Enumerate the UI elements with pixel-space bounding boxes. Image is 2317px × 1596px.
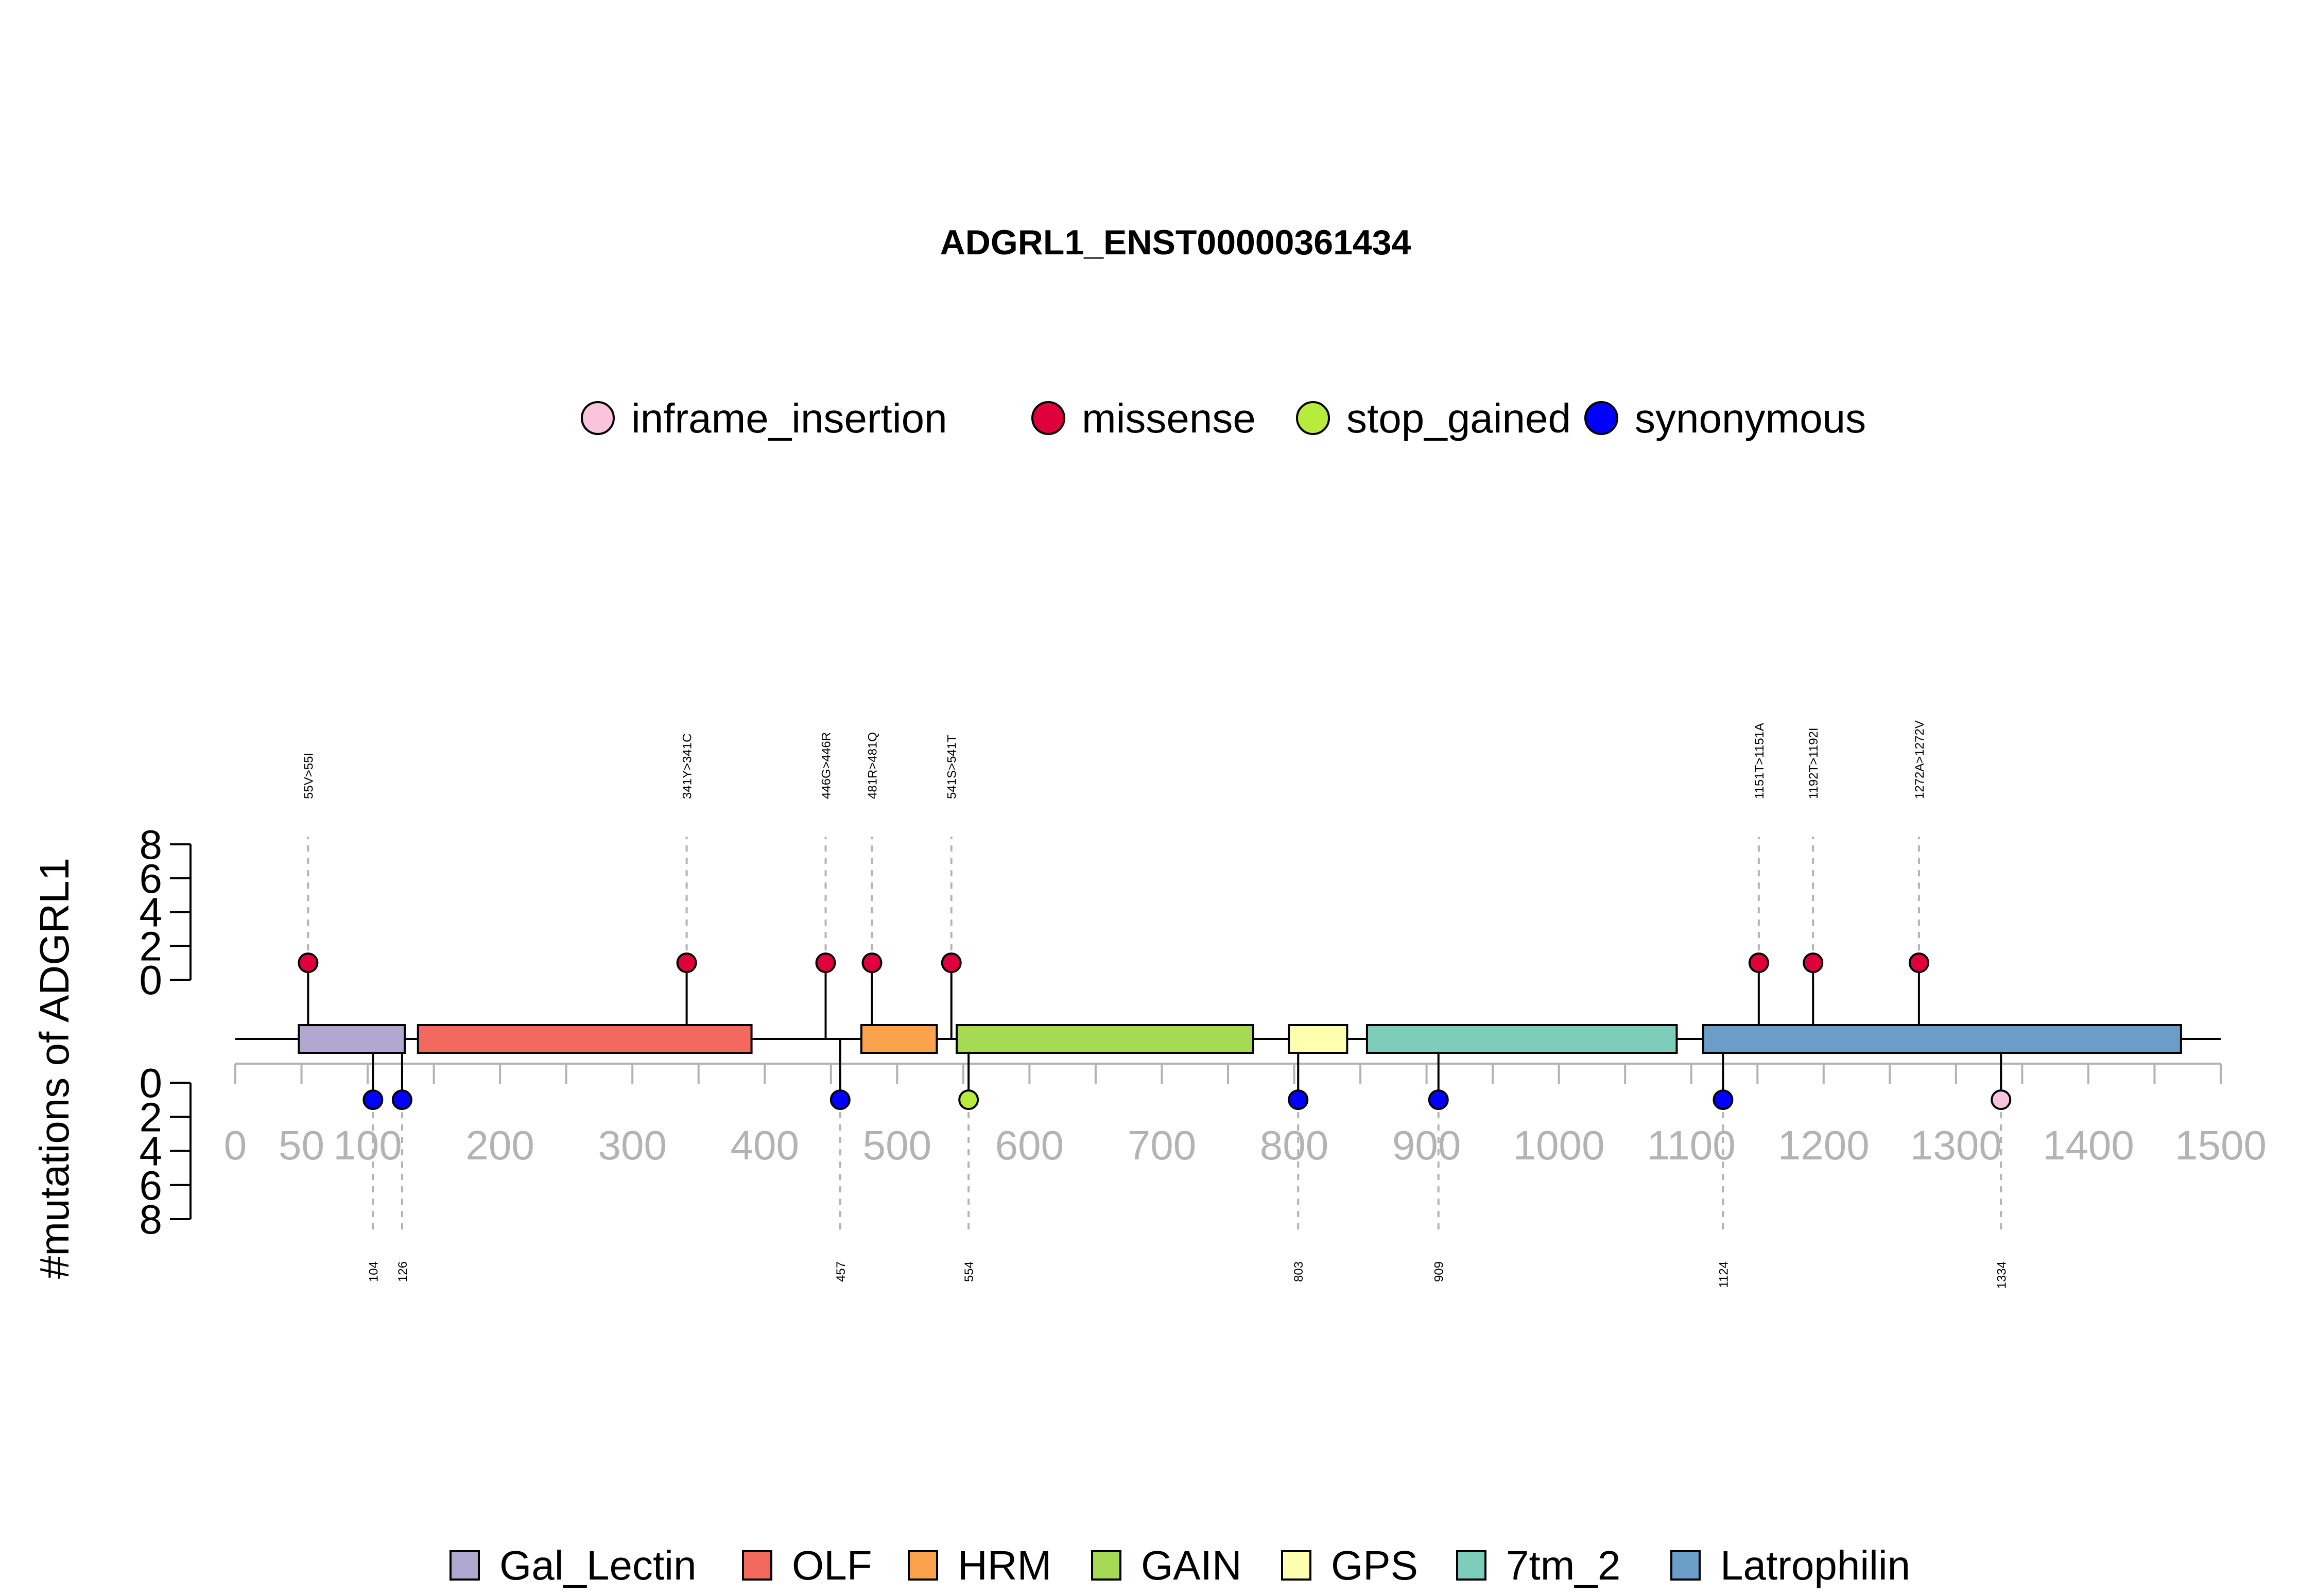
chart-title: ADGRL1_ENST00000361434 — [940, 223, 1411, 262]
mutation-labels: 55V>55I 341Y>341C 446G>446R 481R>481Q 541S>5… — [302, 720, 2009, 1289]
mutation-label: 126 — [396, 1261, 410, 1282]
domain-legend-swatch-GAIN — [1091, 1550, 1121, 1581]
mutation-point — [362, 1089, 384, 1111]
mutation-label: 341Y>341C — [681, 734, 695, 799]
mutation-point — [829, 1089, 851, 1111]
bottom-y-tick-label: 6 — [140, 1163, 163, 1208]
top-y-tick-label: 0 — [140, 957, 163, 1003]
domain-legend-swatch-HRM — [908, 1550, 938, 1581]
domain-GPS — [1288, 1024, 1348, 1054]
x-tick-label: 1300 — [1910, 1122, 2002, 1168]
x-tick-label: 1400 — [2043, 1122, 2134, 1168]
protein-domains — [298, 1024, 2182, 1054]
mutation-label: 457 — [834, 1261, 848, 1282]
domain-legend-label-GAIN: GAIN — [1141, 1542, 1242, 1588]
mutation-label: 1124 — [1717, 1261, 1731, 1288]
mutation-point — [1428, 1089, 1449, 1111]
legend-marker-synonymous — [1584, 401, 1618, 435]
x-tick-label: 600 — [995, 1122, 1064, 1168]
mutation-label: 803 — [1292, 1261, 1306, 1282]
domain-legend-swatch-GPS — [1281, 1550, 1311, 1581]
mutation-label: 446G>446R — [820, 732, 834, 799]
x-tick-label: 50 — [279, 1122, 324, 1168]
domain-7tm_2 — [1365, 1024, 1678, 1054]
legend-label-missense: missense — [1082, 395, 1256, 441]
x-tick-label: 900 — [1392, 1122, 1461, 1168]
domain-legend-label-Latrophilin: Latrophilin — [1720, 1542, 1910, 1588]
mutation-point — [941, 952, 962, 974]
x-tick-label: 400 — [731, 1122, 799, 1168]
top-y-tick-label: 4 — [140, 890, 163, 935]
domain-Latrophilin — [1702, 1024, 2182, 1054]
domain-legend-label-OLF: OLF — [792, 1542, 872, 1588]
mutation-point — [1803, 952, 1824, 974]
x-tick-label: 1000 — [1513, 1122, 1605, 1168]
mutation-point — [861, 952, 883, 974]
mutation-point — [815, 952, 836, 974]
top-y-tick-label: 6 — [140, 856, 163, 901]
domain-legend-swatch-Latrophilin — [1670, 1550, 1701, 1581]
mutation-points — [298, 952, 2012, 1111]
mutation-label: 554 — [962, 1261, 976, 1282]
mutation-point — [1288, 1089, 1309, 1111]
mutation-label: 1151T>1151A — [1753, 723, 1767, 799]
x-tick-label: 300 — [598, 1122, 666, 1168]
mutation-type-legend: inframe_insertion missense stop_gained syno… — [581, 395, 1866, 441]
domain-legend-label-Gal_Lectin: Gal_Lectin — [499, 1542, 696, 1588]
x-tick-label: 800 — [1260, 1122, 1328, 1168]
domain-OLF — [417, 1024, 753, 1054]
x-tick-label: 0 — [224, 1122, 247, 1168]
x-tick-label: 1500 — [2175, 1122, 2267, 1168]
mutation-label: 104 — [367, 1261, 381, 1282]
mutation-point — [391, 1089, 412, 1111]
domain-legend: Gal_Lectin OLF HRM GAIN GPS 7tm_2 Latrophilin — [449, 1542, 1910, 1588]
mutation-point — [676, 952, 697, 974]
bottom-y-tick-label: 0 — [140, 1060, 163, 1106]
mutation-label: 481R>481Q — [866, 732, 879, 799]
x-tick-label: 1200 — [1778, 1122, 1870, 1168]
x-axis: 0 50 100 200 300 400 500 600 700 800 900 1000 1100 12… — [224, 1063, 2267, 1168]
mutation-label: 1334 — [1995, 1261, 2009, 1289]
bottom-y-tick-label: 2 — [140, 1094, 163, 1140]
x-tick-label: 500 — [863, 1122, 931, 1168]
domain-legend-swatch-Gal_Lectin — [449, 1550, 480, 1581]
mutation-point — [298, 952, 319, 974]
legend-label-inframe_insertion: inframe_insertion — [631, 395, 947, 441]
mutation-point — [1748, 952, 1769, 974]
y-axis-label: #mutations of ADGRL1 — [31, 858, 77, 1279]
domain-HRM — [860, 1024, 938, 1054]
domain-legend-label-HRM: HRM — [958, 1542, 1051, 1588]
mutation-label: 55V>55I — [302, 753, 316, 799]
x-tick-label: 200 — [465, 1122, 534, 1168]
legend-label-stop_gained: stop_gained — [1346, 395, 1571, 441]
mutation-point — [1713, 1089, 1734, 1111]
domain-legend-label-7tm_2: 7tm_2 — [1506, 1542, 1620, 1588]
domain-Gal_Lectin — [298, 1024, 406, 1054]
top-y-tick-label: 2 — [140, 923, 163, 969]
mutation-label: 541S>541T — [945, 735, 959, 799]
legend-marker-stop_gained — [1296, 401, 1330, 435]
mutation-label: 1192T>1192I — [1807, 727, 1821, 799]
bottom-y-tick-label: 4 — [140, 1129, 163, 1174]
legend-label-synonymous: synonymous — [1635, 395, 1866, 441]
top-y-tick-label: 8 — [140, 822, 163, 868]
x-tick-label: 700 — [1128, 1122, 1196, 1168]
domain-legend-swatch-OLF — [742, 1550, 772, 1581]
mutation-point — [1991, 1089, 2012, 1111]
x-tick-label: 100 — [333, 1122, 402, 1168]
legend-marker-missense — [1031, 401, 1065, 435]
mutation-point — [958, 1089, 979, 1111]
bottom-y-tick-label: 8 — [140, 1196, 163, 1242]
domain-legend-label-GPS: GPS — [1331, 1542, 1418, 1588]
mutation-point — [1908, 952, 1929, 974]
domain-GAIN — [956, 1024, 1254, 1054]
domain-legend-swatch-7tm_2 — [1456, 1550, 1486, 1581]
legend-marker-inframe_insertion — [581, 401, 615, 435]
mutation-label: 909 — [1432, 1261, 1446, 1282]
mutation-label: 1272A>1272V — [1913, 720, 1927, 799]
x-tick-label: 1100 — [1647, 1122, 1736, 1168]
